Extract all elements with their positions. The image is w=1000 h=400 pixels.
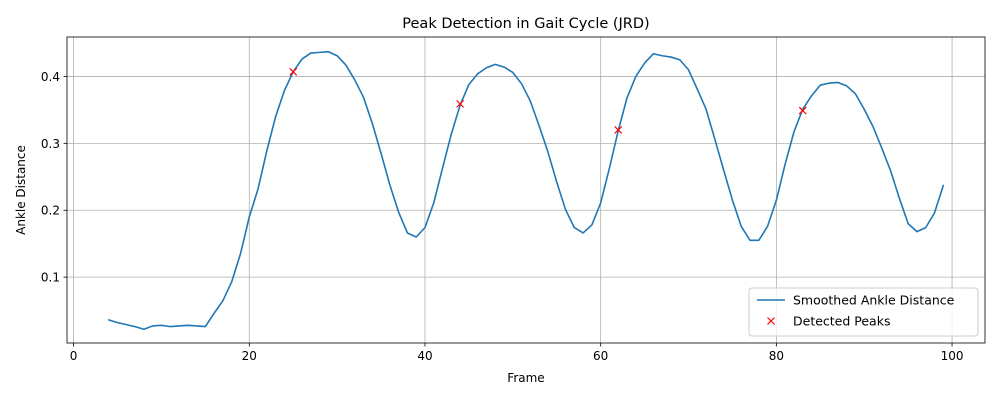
- x-tick-label: 100: [941, 349, 964, 363]
- peak-marker: [798, 106, 807, 115]
- y-tick-label: 0.1: [41, 271, 60, 285]
- peak-marker: [456, 99, 465, 108]
- x-axis-label: Frame: [507, 371, 544, 385]
- y-axis-label: Ankle Distance: [14, 145, 28, 235]
- legend-peak-marker: [767, 317, 775, 325]
- peak-marker: [289, 67, 298, 76]
- chart-title: Peak Detection in Gait Cycle (JRD): [402, 16, 649, 32]
- x-tick-label: 60: [593, 349, 608, 363]
- y-tick-label: 0.3: [41, 137, 60, 151]
- legend-box: [748, 287, 979, 337]
- peak-marker: [614, 126, 623, 134]
- legend-entry-peaks: Detected Peaks: [793, 314, 890, 329]
- legend: Smoothed Ankle Distance Detected Peaks: [748, 287, 979, 337]
- axes-frame: [66, 36, 986, 344]
- legend-entry-smoothed: Smoothed Ankle Distance: [793, 293, 955, 308]
- legend-marker-swatch: [767, 317, 775, 325]
- y-tick-label: 0.2: [41, 204, 60, 218]
- x-tick-label: 20: [242, 349, 257, 363]
- x-tick-label: 80: [769, 349, 784, 363]
- y-tick-label: 0.4: [41, 70, 60, 84]
- axis-ticks: 0 20 40 60 80 100 0.1 0.2 0.3 0.4: [41, 70, 964, 363]
- plot-series: [107, 50, 945, 331]
- series-line-smoothed-ankle-distance: [107, 50, 945, 331]
- grid: [67, 37, 985, 343]
- x-tick-label: 0: [70, 349, 78, 363]
- x-tick-label: 40: [417, 349, 432, 363]
